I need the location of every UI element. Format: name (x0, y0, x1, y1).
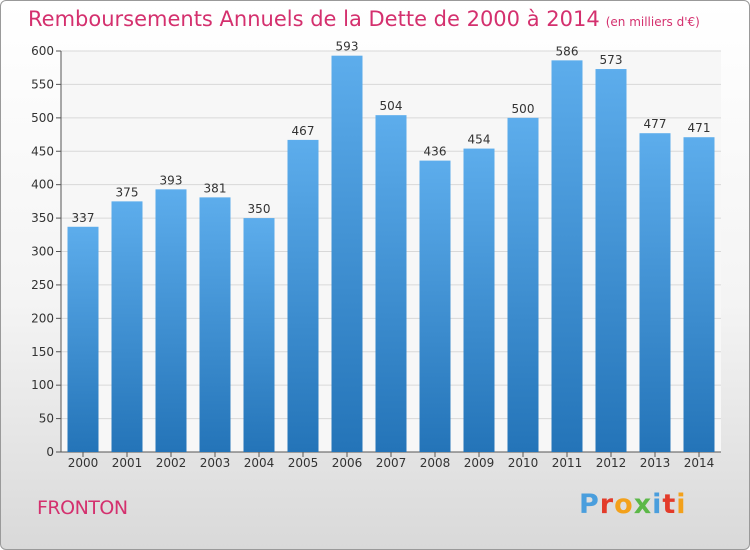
x-tick-label-2007: 2007 (376, 456, 407, 470)
bar-2001 (111, 201, 143, 452)
value-label-2009: 454 (468, 133, 491, 147)
value-label-2004: 350 (248, 202, 271, 216)
chart-title-text: Remboursements Annuels de la Dette de 20… (28, 7, 600, 31)
bar-2008 (419, 160, 451, 452)
value-label-2000: 337 (72, 211, 95, 225)
value-label-2010: 500 (512, 102, 535, 116)
y-tick-label: 150 (31, 345, 54, 359)
x-tick-label-2010: 2010 (508, 456, 539, 470)
value-label-2012: 573 (600, 53, 623, 67)
logo-letter: r (599, 489, 615, 520)
value-label-2007: 504 (380, 99, 403, 113)
bar-2009 (463, 148, 495, 452)
x-tick-label-2011: 2011 (552, 456, 583, 470)
x-tick-label-2001: 2001 (112, 456, 143, 470)
x-tick-label-2014: 2014 (684, 456, 715, 470)
value-label-2008: 436 (424, 145, 447, 159)
x-tick-label-2008: 2008 (420, 456, 451, 470)
logo-letter: P (579, 489, 600, 520)
y-tick-label: 450 (31, 144, 54, 158)
value-label-2002: 393 (160, 173, 183, 187)
bar-2003 (199, 197, 231, 452)
y-tick-label: 500 (31, 111, 54, 125)
bar-2006 (331, 55, 363, 452)
x-tick-label-2000: 2000 (68, 456, 99, 470)
x-tick-label-2003: 2003 (200, 456, 231, 470)
y-tick-label: 550 (31, 77, 54, 91)
x-tick-label-2006: 2006 (332, 456, 363, 470)
value-label-2005: 467 (292, 124, 315, 138)
y-tick-label: 400 (31, 178, 54, 192)
x-tick-label-2005: 2005 (288, 456, 319, 470)
bar-2002 (155, 189, 187, 452)
y-tick-label: 600 (31, 44, 54, 58)
x-tick-label-2013: 2013 (640, 456, 671, 470)
logo-letter: t (662, 489, 677, 520)
logo-letter: i (676, 489, 687, 520)
bar-2000 (67, 226, 99, 452)
value-label-2014: 471 (688, 121, 711, 135)
bar-2011 (551, 60, 583, 453)
bar-2004 (243, 218, 275, 452)
bar-2012 (595, 69, 627, 453)
bar-2005 (287, 139, 319, 452)
logo-letter: o (614, 489, 634, 520)
value-label-2011: 586 (556, 44, 579, 58)
bar-2013 (639, 133, 671, 452)
value-label-2013: 477 (644, 117, 667, 131)
bar-2014 (683, 137, 715, 452)
y-tick-label: 50 (39, 412, 54, 426)
y-tick-label: 0 (46, 445, 54, 459)
town-name: FRONTON (37, 497, 128, 519)
value-label-2006: 593 (336, 40, 359, 54)
x-tick-label-2009: 2009 (464, 456, 495, 470)
value-label-2001: 375 (116, 185, 139, 199)
value-label-2003: 381 (204, 181, 227, 195)
x-tick-label-2012: 2012 (596, 456, 627, 470)
proxiti-logo[interactable]: Proxiti (579, 489, 687, 520)
x-tick-label-2004: 2004 (244, 456, 275, 470)
y-tick-label: 250 (31, 278, 54, 292)
chart-title: Remboursements Annuels de la Dette de 20… (28, 7, 700, 31)
bar-2010 (507, 117, 539, 452)
bar-2007 (375, 115, 407, 452)
y-tick-label: 300 (31, 245, 54, 259)
logo-letter: i (652, 489, 663, 520)
y-tick-label: 100 (31, 378, 54, 392)
logo-letter: x (633, 489, 653, 520)
x-tick-label-2002: 2002 (156, 456, 187, 470)
y-tick-label: 350 (31, 211, 54, 225)
unit-note: (en milliers d'€) (605, 15, 700, 29)
y-tick-label: 200 (31, 311, 54, 325)
